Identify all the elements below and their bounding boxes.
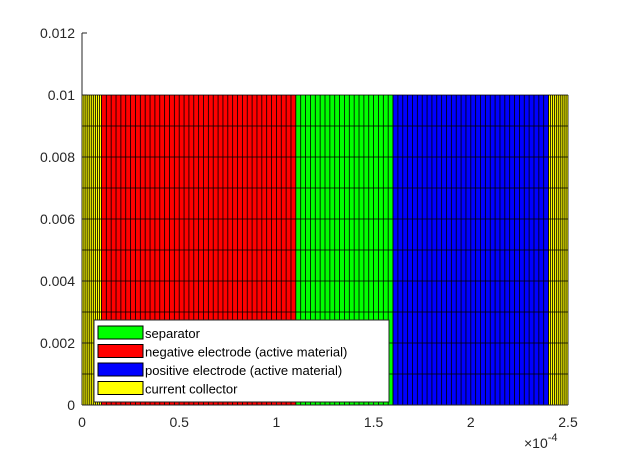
region-4 (548, 94, 569, 406)
legend-swatch (97, 325, 144, 340)
legend-label: separator (145, 326, 201, 341)
x-tick-label: 0.5 (169, 414, 189, 430)
y-tick-label: 0.006 (40, 211, 75, 227)
legend-label: current collector (145, 382, 238, 397)
x-tick-label: 2 (467, 414, 475, 430)
legend: separator negative electrode (active mate… (93, 319, 390, 403)
legend-swatch (97, 381, 144, 395)
legend-swatch (97, 362, 144, 377)
y-tick-label: 0.01 (48, 87, 75, 103)
axes: 0 0.5 1 1.5 2 2.5 0 0.002 0.004 0.006 0.008 0.01 0.0… (40, 25, 578, 430)
x-exponent-base: ×10 (524, 435, 548, 451)
y-tick-label: 0.012 (40, 25, 75, 41)
x-tick-label: 1.5 (364, 414, 384, 430)
y-tick-label: 0 (67, 397, 75, 413)
y-tick-label: 0.004 (40, 273, 75, 289)
x-axis-exponent: ×10-4 (524, 432, 558, 451)
y-tick-label: 0.002 (40, 335, 75, 351)
y-tick-label: 0.008 (40, 149, 75, 165)
legend-label: negative electrode (active material) (145, 345, 347, 360)
legend-label: positive electrode (active material) (145, 363, 342, 378)
x-exponent-power: -4 (548, 432, 558, 444)
legend-swatch (97, 344, 144, 358)
x-tick-label: 2.5 (558, 414, 578, 430)
region-3 (392, 94, 549, 406)
x-tick-label: 0 (78, 414, 86, 430)
x-tick-label: 1 (273, 414, 281, 430)
